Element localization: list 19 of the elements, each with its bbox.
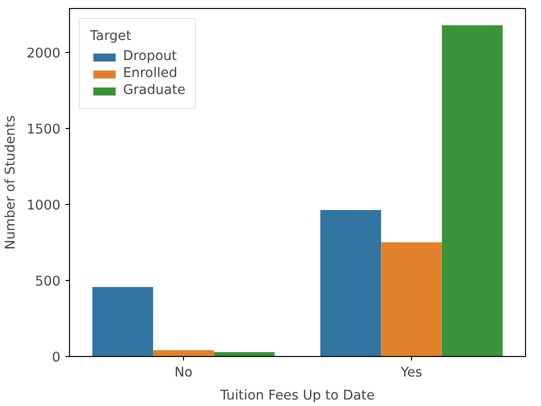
y-tick-label: 1500 [26,122,61,138]
legend-label: Graduate [123,83,186,98]
x-tick-label: Yes [400,366,422,380]
bar [442,25,503,356]
y-axis-title: Number of Students [4,115,19,250]
bar [381,242,442,356]
legend-label: Dropout [123,49,177,64]
y-tick-label: 1000 [26,198,61,214]
y-tick-label: 500 [35,274,61,290]
bar [214,352,275,356]
y-tick-label: 0 [52,350,61,366]
bar [153,350,214,356]
x-tick-label: No [174,366,193,380]
legend-label: Enrolled [123,66,178,81]
y-tick-label: 2000 [26,46,61,62]
bar [92,287,154,356]
x-axis-title: Tuition Fees Up to Date [219,388,375,404]
legend-title: Target [90,29,132,44]
bar [320,210,382,356]
